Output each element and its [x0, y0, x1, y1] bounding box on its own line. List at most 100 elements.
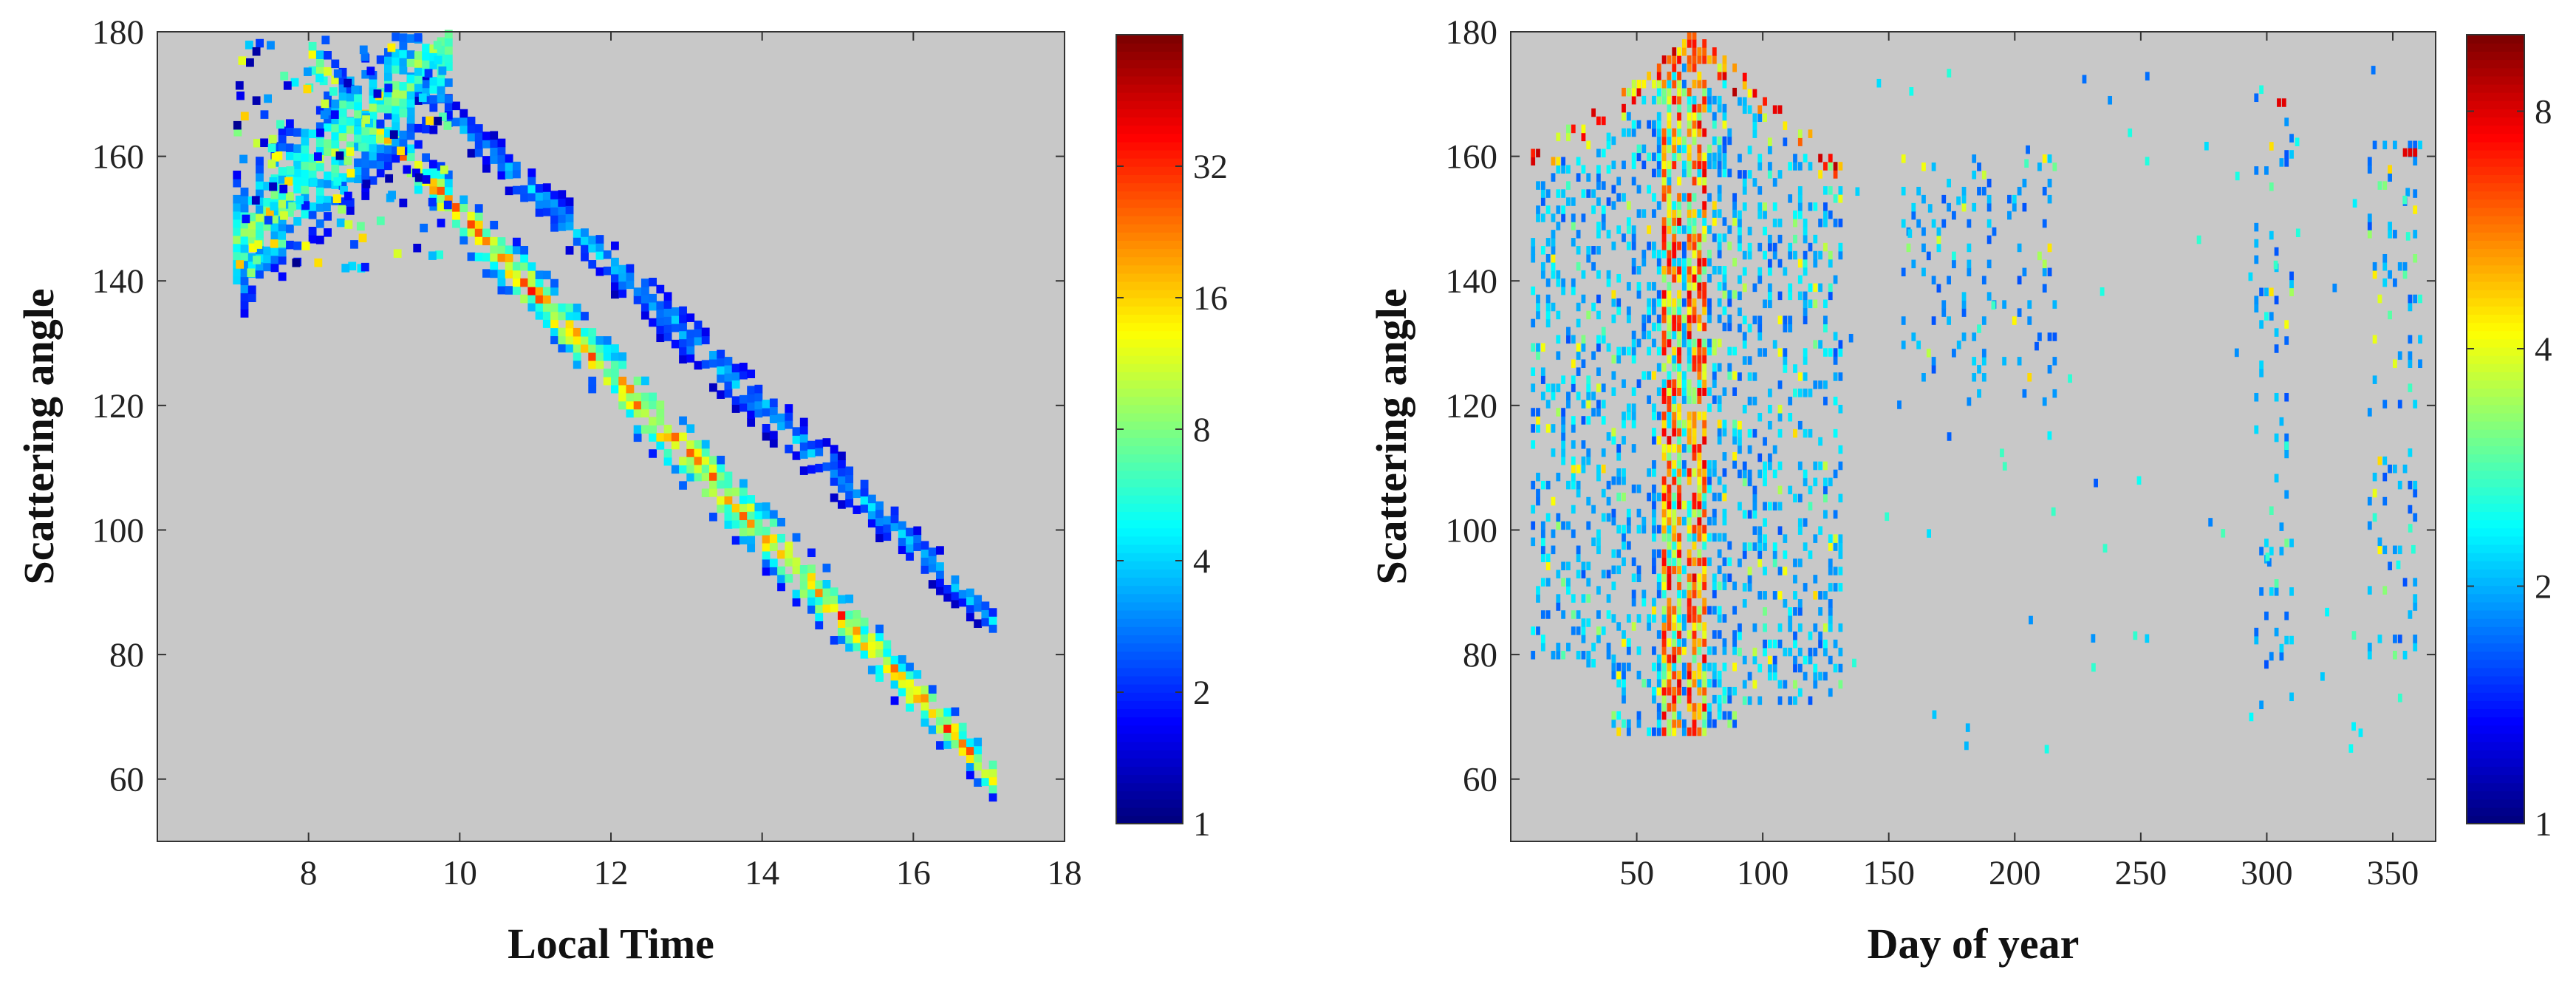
heatmap-cell: [731, 511, 740, 521]
heatmap-cell: [611, 368, 619, 377]
heatmap-cell: [437, 61, 445, 70]
heatmap-cell: [1702, 217, 1707, 226]
heatmap-cell: [1667, 541, 1672, 550]
heatmap-cell: [2413, 643, 2418, 652]
heatmap-cell: [1692, 557, 1697, 567]
heatmap-cell: [1732, 711, 1738, 720]
heatmap-cell: [731, 536, 740, 545]
heatmap-cell: [1757, 696, 1763, 705]
heatmap-cell: [2367, 521, 2372, 530]
heatmap-cell: [2402, 148, 2408, 157]
colorbar-segment: [2467, 264, 2524, 274]
x-tick-label: 8: [300, 854, 318, 892]
heatmap-cell: [1611, 298, 1616, 307]
heatmap-cell: [1738, 324, 1742, 332]
heatmap-cell: [497, 285, 506, 295]
heatmap-cell: [1977, 389, 1981, 398]
heatmap-cell: [906, 552, 914, 561]
heatmap-cell: [656, 400, 665, 409]
heatmap-cell: [626, 264, 635, 273]
heatmap-cell: [2274, 587, 2279, 596]
heatmap-cell: [1722, 614, 1727, 623]
heatmap-cell: [1692, 638, 1697, 647]
heatmap-cell: [1536, 294, 1540, 304]
heatmap-cell: [1611, 565, 1616, 575]
heatmap-cell: [1652, 250, 1656, 259]
heatmap-cell: [2284, 539, 2289, 547]
heatmap-cell: [1536, 496, 1540, 506]
heatmap-cell: [324, 212, 332, 221]
heatmap-cell: [860, 634, 869, 643]
heatmap-cell: [1606, 343, 1611, 352]
heatmap-cell: [1561, 213, 1566, 222]
heatmap-cell: [309, 177, 318, 187]
heatmap-cell: [2259, 360, 2264, 369]
heatmap-cell: [392, 57, 400, 66]
heatmap-cell: [739, 363, 748, 372]
heatmap-cell: [724, 504, 733, 513]
heatmap-cell: [1813, 680, 1818, 689]
heatmap-cell: [1702, 346, 1707, 356]
heatmap-cell: [1566, 181, 1571, 190]
heatmap-cell: [1727, 363, 1732, 372]
heatmap-cell: [1777, 234, 1783, 244]
heatmap-cell: [1667, 678, 1672, 688]
heatmap-cell: [2367, 651, 2372, 660]
colorbar-tick-label: 4: [2535, 330, 2552, 369]
heatmap-cell: [1727, 686, 1732, 696]
heatmap-cell: [588, 352, 597, 361]
heatmap-cell: [951, 739, 960, 748]
heatmap-cell: [686, 329, 695, 338]
heatmap-cell: [1697, 549, 1702, 558]
heatmap-cell: [1647, 622, 1652, 631]
heatmap-cell: [2382, 586, 2388, 595]
heatmap-cell: [1576, 553, 1581, 563]
heatmap-cell: [1626, 403, 1631, 412]
heatmap-cell: [2295, 137, 2300, 146]
heatmap-cell: [399, 130, 408, 140]
heatmap-cell: [2264, 539, 2269, 547]
heatmap-cell: [1626, 112, 1631, 121]
heatmap-cell: [1763, 518, 1767, 527]
heatmap-cell: [2358, 728, 2363, 737]
heatmap-cell: [906, 686, 914, 696]
heatmap-cell: [1702, 719, 1707, 728]
heatmap-cell: [1631, 265, 1636, 275]
heatmap-cell: [2052, 389, 2057, 398]
heatmap-cell: [807, 589, 816, 598]
heatmap-cell: [443, 200, 452, 210]
heatmap-cell: [573, 229, 581, 238]
heatmap-cell: [1797, 420, 1803, 430]
heatmap-cell: [1727, 290, 1732, 299]
heatmap-cell: [1961, 292, 1967, 301]
heatmap-cell: [2027, 316, 2032, 325]
heatmap-cell: [2022, 267, 2027, 277]
heatmap-cell: [906, 544, 914, 553]
colorbar-tick-label: 2: [2535, 567, 2552, 606]
heatmap-cell: [1647, 71, 1652, 81]
heatmap-cell: [640, 287, 649, 295]
heatmap-cell: [251, 196, 260, 205]
heatmap-cell: [1667, 598, 1672, 606]
heatmap-cell: [437, 202, 445, 211]
heatmap-cell: [769, 510, 778, 519]
heatmap-cell: [1596, 310, 1601, 320]
heatmap-cell: [301, 145, 310, 154]
heatmap-cell: [354, 126, 362, 135]
heatmap-cell: [1647, 152, 1652, 162]
heatmap-cell: [437, 178, 445, 187]
heatmap-cell: [2325, 607, 2329, 617]
colorbar-segment: [1116, 478, 1183, 488]
heatmap-cell: [2377, 545, 2382, 555]
heatmap-cell: [1631, 160, 1636, 170]
heatmap-cell: [1641, 516, 1647, 526]
heatmap-cell: [1656, 719, 1661, 728]
heatmap-cell: [406, 106, 415, 116]
heatmap-cell: [1838, 348, 1843, 357]
colorbar-segment: [2467, 109, 2524, 118]
heatmap-cell: [1611, 549, 1616, 558]
heatmap-cell: [505, 245, 513, 254]
heatmap-cell: [1797, 663, 1803, 673]
heatmap-cell: [2284, 449, 2289, 459]
heatmap-cell: [1961, 308, 1967, 317]
